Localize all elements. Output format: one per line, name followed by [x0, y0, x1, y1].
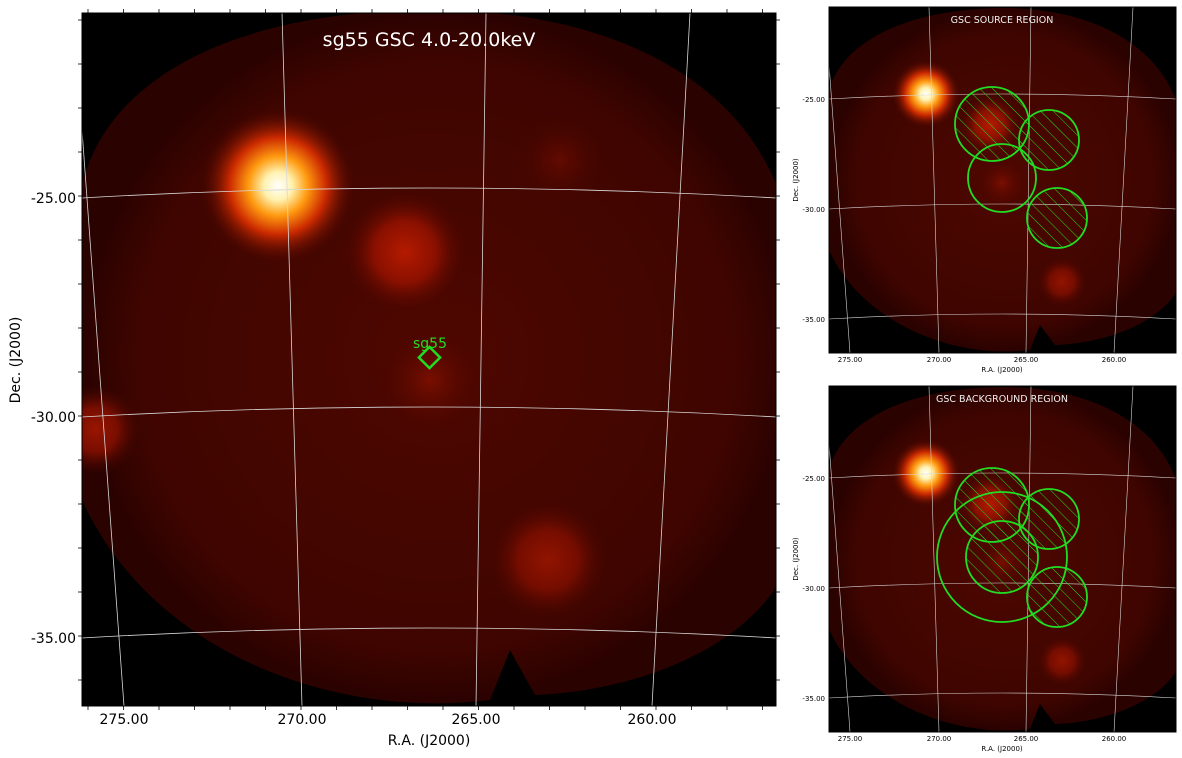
source-grid-ra-260 [1113, 7, 1134, 353]
background-xtick-0: 275.00 [838, 735, 863, 743]
marker-label: sg55 [413, 336, 447, 352]
bright-source-glow [200, 108, 356, 264]
grid-ra-260 [651, 13, 691, 706]
source-glow-edge [82, 385, 140, 475]
source-ytick-2: -35.00 [802, 316, 825, 324]
source-grid-dec-30 [829, 203, 1176, 210]
source-bright-glow [892, 60, 960, 128]
background-xlabel: R.A. (J2000) [981, 745, 1023, 753]
source-region-circle-target [967, 143, 1037, 213]
main-ytick-1: -30.00 [31, 410, 76, 426]
main-title: sg55 GSC 4.0-20.0keV [323, 29, 536, 51]
main-panel: sg55 sg55 GSC 4.0-20.0keV R.A. (J2000) D… [8, 9, 780, 749]
source-ylabel: Dec. (J2000) [792, 158, 800, 202]
source-glow-4 [1037, 257, 1087, 307]
source-title: GSC SOURCE REGION [951, 15, 1054, 26]
background-region-circle-3 [1026, 566, 1088, 628]
main-xtick-2: 265.00 [452, 712, 501, 728]
background-region-circle-target [965, 520, 1039, 594]
background-ytick-1: -30.00 [802, 585, 825, 593]
source-xtick-1: 270.00 [927, 356, 952, 364]
source-region-circle-2 [1018, 109, 1080, 171]
background-frame [828, 385, 1177, 733]
source-xtick-0: 275.00 [838, 356, 863, 364]
source-xtick-2: 265.00 [1014, 356, 1039, 364]
main-minor-ticks [78, 9, 780, 710]
source-grid-ra-270 [928, 7, 940, 353]
background-grid-ra-270 [928, 386, 940, 732]
background-grid-dec-35 [829, 692, 1176, 699]
background-region-circle-2 [1018, 488, 1080, 550]
main-frame [81, 12, 777, 707]
grid-ra-275 [82, 129, 125, 706]
background-xtick-3: 260.00 [1102, 735, 1127, 743]
source-ytick-1: -30.00 [802, 206, 825, 214]
source-grid-ra-275 [829, 63, 851, 353]
source-ytick-0: -25.00 [802, 96, 825, 104]
source-glow-2 [343, 190, 467, 314]
main-xtick-1: 270.00 [278, 712, 327, 728]
grid-dec-25 [82, 187, 776, 199]
source-xtick-3: 260.00 [1102, 356, 1127, 364]
background-ylabel: Dec. (J2000) [792, 537, 800, 581]
main-ytick-0: -25.00 [31, 191, 76, 207]
background-ytick-2: -35.00 [802, 695, 825, 703]
source-grid-ra-265 [1025, 7, 1032, 353]
background-region-panel: GSC BACKGROUND REGION R.A. (J2000) Dec. … [792, 385, 1177, 753]
source-grid-dec-35 [829, 313, 1176, 320]
grid-ra-265 [475, 13, 487, 706]
source-glow-faint [515, 115, 605, 205]
source-region-panel: GSC SOURCE REGION R.A. (J2000) Dec. (J20… [792, 6, 1177, 374]
background-glow-4 [1037, 636, 1087, 686]
main-xtick-0: 275.00 [100, 712, 149, 728]
main-ytick-2: -35.00 [31, 631, 76, 647]
sg55-diamond-marker [417, 345, 442, 370]
grid-dec-35 [82, 627, 776, 639]
main-xtick-3: 260.00 [628, 712, 677, 728]
grid-ra-270 [281, 13, 303, 706]
grid-dec-30 [82, 406, 776, 418]
background-grid-ra-275 [829, 442, 851, 732]
source-region-circle-3 [1026, 187, 1088, 249]
source-glow-3 [976, 157, 1028, 209]
background-annulus-circle [936, 491, 1068, 623]
background-ytick-0: -25.00 [802, 475, 825, 483]
source-glow-3 [375, 325, 485, 435]
source-frame [828, 6, 1177, 354]
background-grid-ra-260 [1113, 386, 1134, 732]
main-ylabel: Dec. (J2000) [8, 317, 24, 404]
background-xtick-1: 270.00 [927, 735, 952, 743]
background-xtick-2: 265.00 [1014, 735, 1039, 743]
source-glow-4 [488, 500, 608, 620]
main-xlabel: R.A. (J2000) [388, 733, 471, 749]
background-title: GSC BACKGROUND REGION [936, 394, 1068, 405]
source-region-circle-1 [954, 86, 1030, 162]
source-xlabel: R.A. (J2000) [981, 366, 1023, 374]
background-bright-glow [892, 439, 960, 507]
